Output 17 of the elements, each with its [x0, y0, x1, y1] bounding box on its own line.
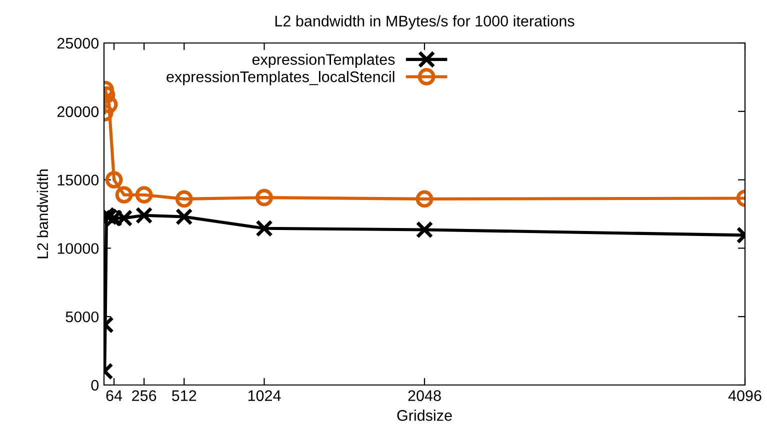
y-tick-label: 15000 — [58, 174, 99, 186]
x-tick-label: 2048 — [408, 390, 441, 402]
y-tick-label: 10000 — [58, 243, 99, 254]
y-tick-label: 0 — [91, 380, 99, 391]
y-axis-title: L2 bandwidth — [36, 170, 48, 258]
chart-title: L2 bandwidth in MBytes/s for 1000 iterations — [275, 15, 574, 30]
y-tick-label: 25000 — [57, 38, 99, 49]
legend-label: expressionTemplates — [252, 54, 395, 68]
x-tick-label: 512 — [172, 390, 196, 402]
x-tick-label: 256 — [132, 390, 156, 402]
x-tick-label: 4096 — [728, 390, 762, 402]
legend-label: expressionTemplates_localStencil — [166, 70, 394, 86]
y-tick-label: 20000 — [57, 106, 99, 118]
y-tick-label: 5000 — [66, 311, 99, 322]
x-axis-title: Gridsize — [397, 410, 452, 421]
x-tick-label: 1024 — [248, 390, 281, 402]
x-tick-label: 64 — [106, 390, 122, 402]
